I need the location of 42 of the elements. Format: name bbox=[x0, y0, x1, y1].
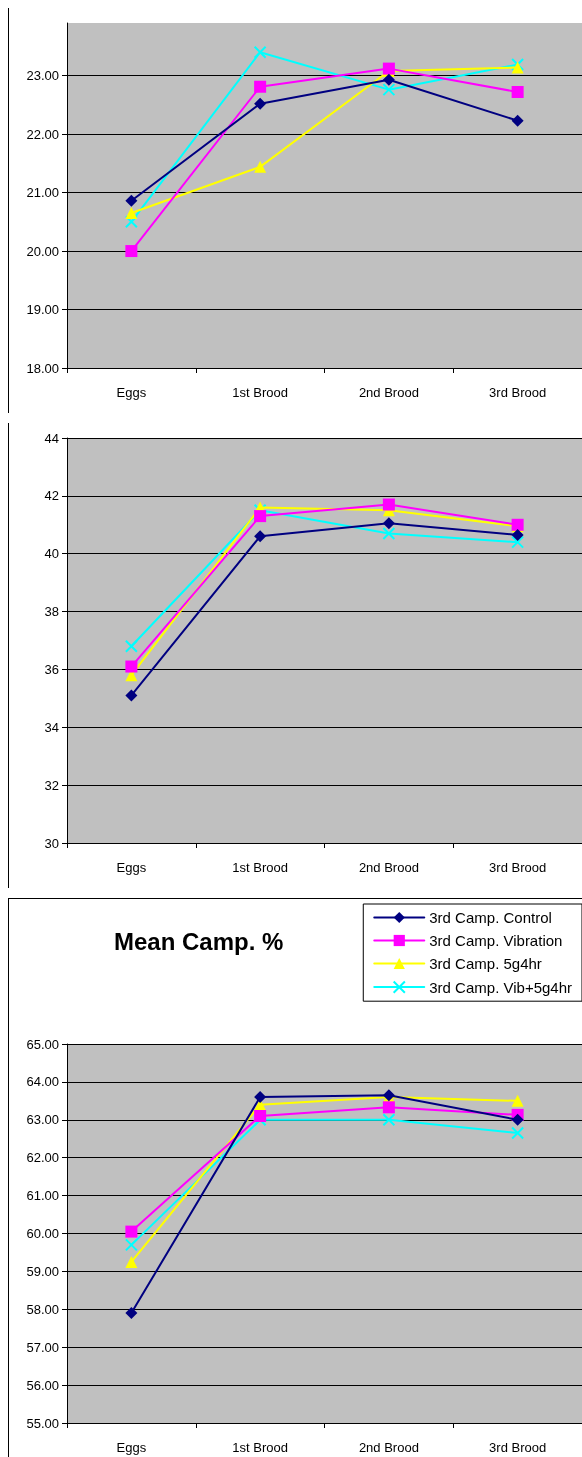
y-tick-label: 30 bbox=[44, 835, 59, 851]
y-tick-label: 36 bbox=[44, 661, 59, 677]
y-tick-label: 38 bbox=[44, 604, 59, 620]
x-tick-label: 1st Brood bbox=[232, 385, 288, 400]
y-tick-label: 62.00 bbox=[26, 1150, 59, 1166]
y-tick-label: 63.00 bbox=[26, 1112, 59, 1128]
y-tick-label: 65.00 bbox=[26, 1036, 59, 1052]
y-tick-label: 59.00 bbox=[26, 1263, 59, 1279]
y-tick-label: 55.00 bbox=[26, 1415, 59, 1431]
y-tick-label: 32 bbox=[44, 777, 59, 793]
y-tick-label: 20.00 bbox=[26, 243, 59, 259]
x-tick-label: Eggs bbox=[116, 1440, 147, 1455]
legend-label: 3rd Camp. Vib+5g4hr bbox=[429, 978, 573, 996]
x-tick-label: 1st Brood bbox=[232, 860, 288, 875]
x-tick-label: Eggs bbox=[116, 860, 147, 875]
x-tick-label: Eggs bbox=[116, 385, 147, 400]
y-tick-label: 56.00 bbox=[26, 1377, 59, 1393]
legend-label: 3rd Camp. Vibration bbox=[429, 932, 563, 949]
y-tick-label: 64.00 bbox=[26, 1074, 59, 1090]
y-tick-label: 58.00 bbox=[26, 1301, 59, 1317]
y-tick-label: 57.00 bbox=[26, 1339, 59, 1355]
y-tick-label: 44 bbox=[44, 430, 59, 446]
legend-label: 3rd Camp. 5g4hr bbox=[429, 955, 542, 972]
x-tick-label: 1st Brood bbox=[232, 1440, 288, 1455]
x-tick-label: 2nd Brood bbox=[358, 1440, 419, 1455]
y-tick-label: 21.00 bbox=[26, 185, 59, 201]
x-tick-label: 3rd Brood bbox=[489, 1440, 547, 1455]
y-tick-label: 61.00 bbox=[26, 1188, 59, 1204]
y-tick-label: 23.00 bbox=[26, 68, 59, 84]
x-tick-label: 2nd Brood bbox=[358, 860, 419, 875]
y-tick-label: 40 bbox=[44, 546, 59, 562]
chart-title: Mean Camp. % bbox=[114, 927, 284, 955]
x-tick-label: 3rd Brood bbox=[489, 385, 547, 400]
y-tick-label: 18.00 bbox=[26, 360, 59, 376]
legend-label: 3rd Camp. Control bbox=[429, 909, 552, 926]
y-tick-label: 34 bbox=[44, 719, 59, 735]
y-tick-label: 22.00 bbox=[26, 126, 59, 142]
y-tick-label: 42 bbox=[44, 488, 59, 504]
x-tick-label: 2nd Brood bbox=[358, 385, 419, 400]
x-tick-label: 3rd Brood bbox=[489, 860, 547, 875]
y-tick-label: 60.00 bbox=[26, 1226, 59, 1241]
y-tick-label: 19.00 bbox=[26, 302, 59, 318]
